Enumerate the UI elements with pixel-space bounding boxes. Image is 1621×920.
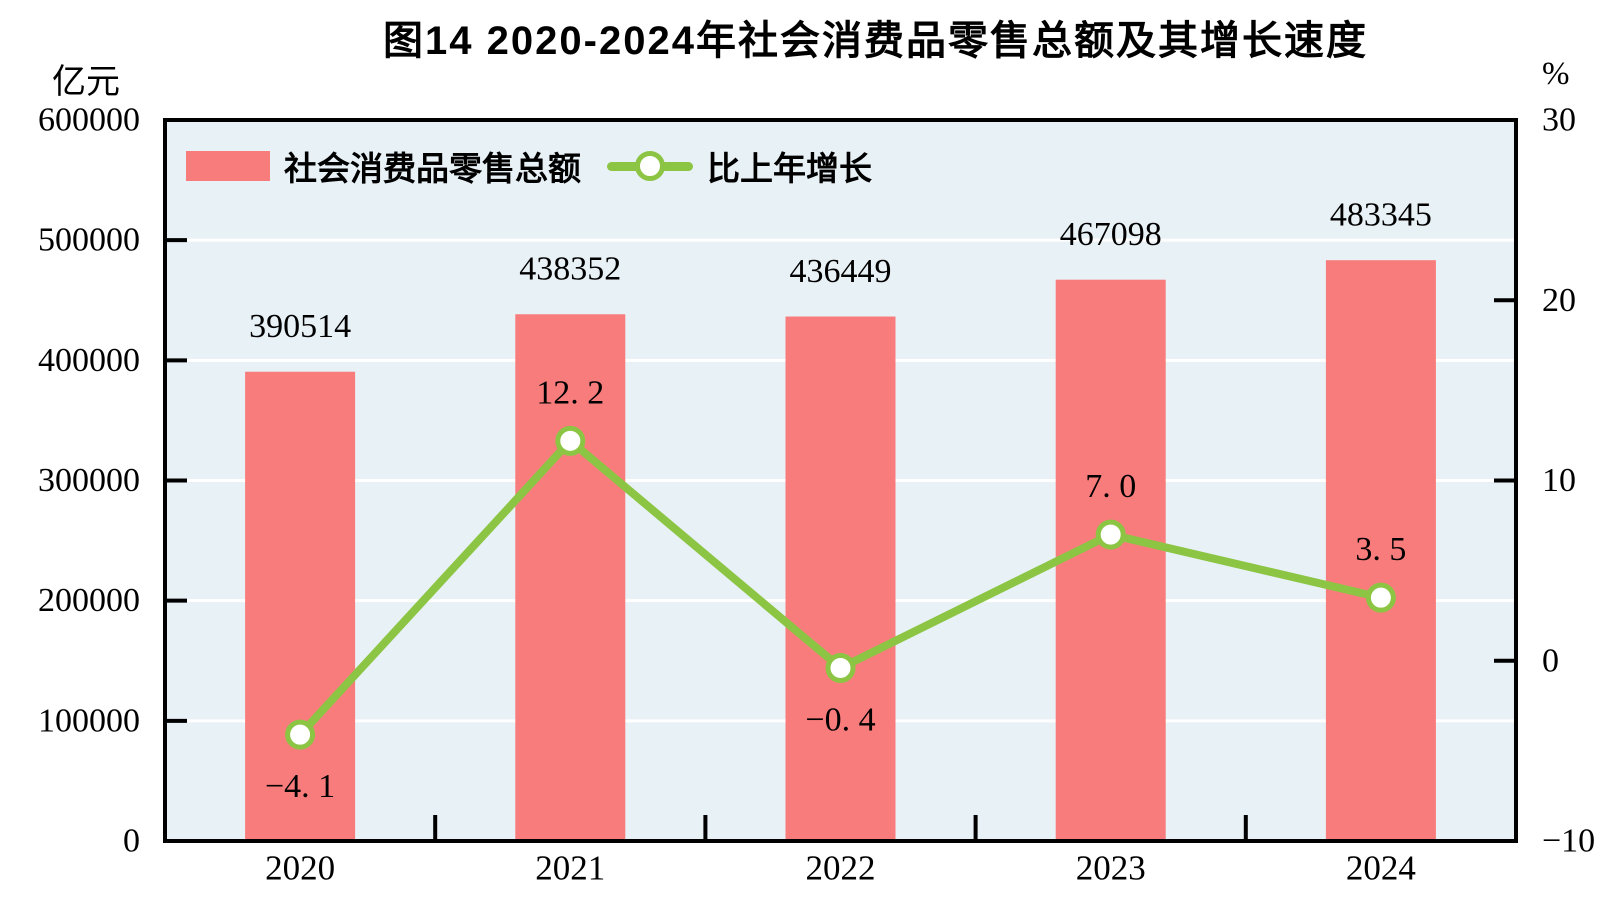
bar-2024 [1325, 260, 1436, 841]
legend-bar-swatch [186, 151, 270, 181]
growth-value-label: −4. 1 [265, 768, 335, 805]
y-right-tick-label: 30 [1542, 102, 1576, 139]
growth-value-label: 7. 0 [1085, 468, 1136, 505]
bar-2023 [1055, 279, 1166, 841]
y-left-tick-label: 400000 [38, 342, 140, 379]
legend-line-label: 比上年增长 [707, 150, 872, 187]
growth-point-2024 [1365, 582, 1396, 613]
y-right-tick-label: −10 [1542, 823, 1595, 860]
legend-item-bar: 社会消费品零售总额 [186, 142, 581, 190]
bar-value-label: 436449 [790, 253, 892, 290]
growth-point-2023 [1095, 519, 1126, 550]
right-axis-unit-label: % [1542, 56, 1570, 92]
y-left-tick-label: 600000 [38, 102, 140, 139]
growth-value-label: −0. 4 [805, 701, 875, 738]
y-left-tick-label: 500000 [38, 222, 140, 259]
legend-line-marker-icon [635, 151, 665, 181]
y-left-tick-label: 0 [123, 823, 140, 860]
bar-2022 [785, 316, 896, 841]
legend-line-swatch [607, 151, 693, 181]
y-left-tick-label: 200000 [38, 582, 140, 619]
bar-2021 [515, 314, 626, 841]
chart-title: 图14 2020-2024年社会消费品零售总额及其增长速度 [383, 19, 1368, 63]
growth-point-2022 [825, 652, 856, 683]
left-axis-unit-label: 亿元 [52, 63, 120, 101]
bar-value-label: 467098 [1060, 216, 1162, 253]
growth-value-label: 3. 5 [1355, 531, 1406, 568]
y-right-tick-label: 0 [1542, 642, 1559, 679]
growth-point-2021 [555, 425, 586, 456]
bar-value-label: 438352 [519, 251, 621, 288]
growth-point-2020 [285, 719, 316, 750]
legend-item-line: 比上年增长 [607, 142, 872, 190]
y-left-tick-label: 300000 [38, 462, 140, 499]
x-tick-label: 2020 [265, 849, 335, 888]
bar-value-label: 483345 [1330, 197, 1432, 234]
x-tick-label: 2024 [1346, 849, 1416, 888]
y-right-tick-label: 10 [1542, 462, 1576, 499]
bar-value-label: 390514 [249, 308, 351, 345]
y-left-tick-label: 100000 [38, 702, 140, 739]
bar-2020 [245, 371, 356, 841]
x-tick-label: 2022 [806, 849, 876, 888]
growth-value-label: 12. 2 [536, 374, 604, 411]
y-right-tick-label: 20 [1542, 282, 1576, 319]
x-tick-label: 2023 [1076, 849, 1146, 888]
legend: 社会消费品零售总额 比上年增长 [186, 146, 872, 187]
legend-bar-label: 社会消费品零售总额 [284, 150, 581, 187]
x-tick-label: 2021 [535, 849, 605, 888]
